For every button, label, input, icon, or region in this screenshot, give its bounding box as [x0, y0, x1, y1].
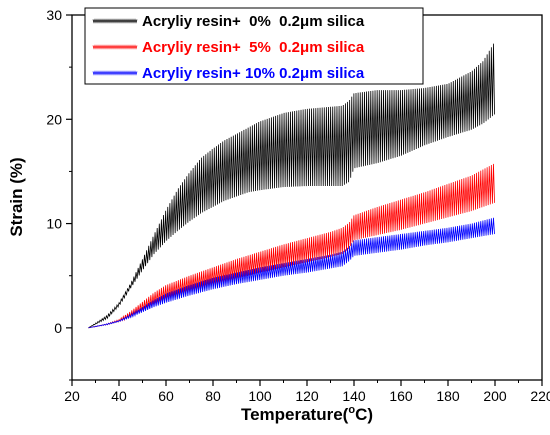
x-tick-label: 100	[248, 388, 272, 404]
y-tick-label: 20	[46, 111, 62, 127]
legend: Acryliy resin+ 0% 0.2μm silica Acryliy re…	[84, 7, 424, 85]
x-tick-label: 40	[111, 388, 127, 404]
legend-label-1: Acryliy resin+ 0% 0.2μm silica	[142, 13, 365, 30]
x-tick-label: 180	[436, 388, 460, 404]
x-tick-label: 160	[389, 388, 413, 404]
y-axis-title: Strain (%)	[7, 157, 26, 236]
series-line-1	[88, 43, 495, 329]
x-tick-label: 220	[530, 388, 550, 404]
x-tick-label: 140	[342, 388, 366, 404]
x-tick-label: 20	[64, 388, 80, 404]
x-axis-title-tail: C)	[355, 405, 373, 424]
x-tick-label: 80	[205, 388, 221, 404]
y-tick-label: 10	[46, 216, 62, 232]
x-tick-label: 200	[483, 388, 507, 404]
series-line-3	[88, 217, 495, 329]
tick-layer: 20 40 60 80 100 120 140 160 180 200 220 0 10 20 30	[46, 7, 550, 404]
x-tick-label: 120	[295, 388, 319, 404]
legend-swatch-1	[92, 18, 138, 24]
x-axis-title-main: Temperature(	[241, 405, 349, 424]
y-tick-label: 0	[54, 320, 62, 336]
legend-swatch-3	[92, 70, 138, 76]
series-line-2	[88, 163, 495, 329]
x-tick-label: 60	[158, 388, 174, 404]
legend-swatch-2	[92, 44, 138, 50]
y-tick-label: 30	[46, 7, 62, 23]
x-axis-title: Temperature(oC)	[241, 404, 373, 424]
series-layer	[88, 43, 495, 329]
legend-label-3: Acryliy resin+ 10% 0.2μm silica	[142, 65, 365, 82]
legend-box	[84, 7, 424, 85]
legend-label-2: Acryliy resin+ 5% 0.2μm silica	[142, 39, 365, 56]
x-axis-title-sup: o	[348, 404, 355, 416]
